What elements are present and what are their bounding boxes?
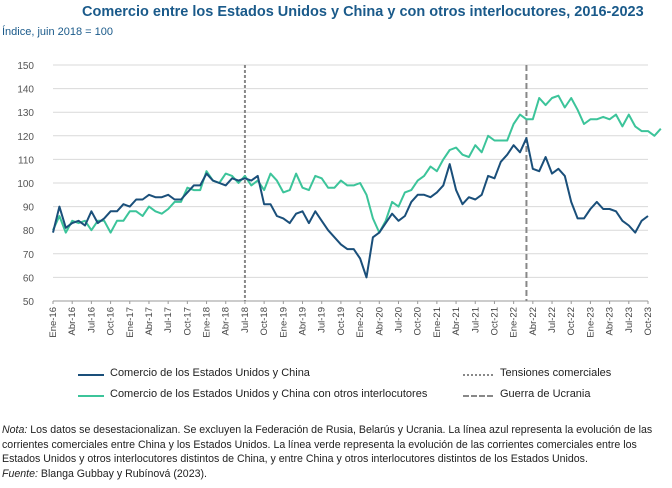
x-tick-label: Jul-20 [393, 307, 404, 333]
x-tick-label: Abr-23 [605, 307, 616, 336]
legend-swatch-others [78, 395, 104, 397]
source-label: Fuente: [2, 467, 38, 480]
legend-label-tensions: Tensiones comerciales [500, 367, 612, 379]
legend-label-ukraine: Guerra de Ucrania [500, 388, 591, 400]
x-tick-label: Abr-16 [67, 307, 78, 336]
x-tick-label: Ene-19 [278, 307, 289, 338]
x-tick-label: Jul-16 [86, 307, 97, 333]
x-tick-label: Abr-21 [451, 307, 462, 336]
source-text: Blanga Gubbay y Rubínová (2023). [37, 467, 207, 480]
x-tick-label: Oct-18 [259, 307, 270, 336]
legend-label-us-china: Comercio de los Estados Unidos y China [110, 367, 310, 379]
y-tick-label: 90 [23, 203, 35, 214]
chart-subtitle: Índice, juin 2018 = 100 [2, 26, 114, 38]
x-tick-label: Ene-21 [432, 307, 443, 338]
y-tick-label: 70 [23, 250, 35, 261]
x-tick-label: Ene-17 [125, 307, 136, 338]
note-paragraph: Nota: Los datos se desestacionalizan. Se… [2, 423, 670, 467]
x-tick-label: Oct-22 [566, 307, 577, 336]
y-tick-label: 80 [23, 226, 35, 237]
x-tick-label: Jul-18 [240, 307, 251, 333]
y-tick-label: 150 [17, 61, 34, 72]
x-tick-label: Abr-17 [144, 307, 155, 336]
x-tick-label: Jul-19 [317, 307, 328, 333]
series-line-others [52, 94, 662, 234]
legend-swatch-us-china [78, 374, 104, 376]
legend-swatch-tensions [463, 374, 493, 376]
y-tick-label: 130 [17, 108, 34, 119]
legend-swatch-ukraine [463, 395, 493, 397]
y-tick-label: 60 [23, 273, 35, 284]
x-tick-label: Ene-16 [48, 307, 59, 338]
y-tick-label: 100 [17, 179, 34, 190]
x-tick-label: Abr-19 [298, 307, 309, 336]
x-tick-label: Oct-21 [489, 307, 500, 336]
x-tick-label: Oct-17 [182, 307, 193, 336]
note-text: Los datos se desestacionalizan. Se exclu… [2, 424, 653, 465]
series-line-us-china [52, 137, 649, 279]
note-label: Nota: [2, 424, 28, 436]
x-tick-label: Abr-22 [528, 307, 539, 336]
y-tick-label: 110 [18, 155, 34, 166]
x-tick-label: Oct-19 [336, 307, 347, 336]
y-tick-label: 50 [23, 297, 35, 308]
legend-label-others: Comercio de los Estados Unidos y China c… [110, 388, 428, 400]
x-tick-label: Abr-18 [221, 307, 232, 336]
x-tick-label: Ene-18 [202, 307, 213, 338]
x-tick-label: Ene-23 [585, 307, 596, 338]
x-tick-label: Ene-20 [355, 307, 366, 338]
x-tick-label: Jul-22 [547, 307, 558, 333]
x-tick-label: Jul-21 [470, 307, 481, 333]
y-tick-label: 140 [17, 85, 34, 96]
line-chart: 50 60 70 80 90 100 110 120 130 140 150 Ene-16 Abr-16… [17, 61, 662, 338]
x-tick-label: Jul-23 [624, 307, 635, 333]
x-tick-label: Oct-16 [106, 307, 117, 336]
x-tick-label: Jul-17 [163, 307, 174, 333]
chart-notes: Nota: Los datos se desestacionalizan. Se… [2, 423, 670, 481]
x-tick-label: Ene-22 [509, 307, 520, 338]
x-tick-label: Abr-20 [374, 307, 385, 336]
chart-title: Comercio entre los Estados Unidos y Chin… [82, 4, 644, 20]
y-tick-label: 120 [17, 132, 34, 143]
source-paragraph: Fuente: Blanga Gubbay y Rubínová (2023). [2, 467, 670, 482]
x-tick-label: Oct-20 [413, 307, 424, 336]
x-tick-label: Oct-23 [643, 307, 654, 336]
